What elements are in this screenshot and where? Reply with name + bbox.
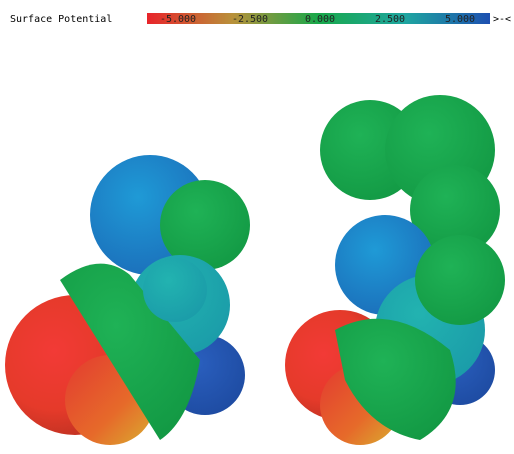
screen: Surface Potential -5.000 -2.500 0.000 2.… [0, 0, 514, 454]
legend-label: 2.500 [375, 14, 405, 25]
legend-label: -2.500 [232, 14, 268, 25]
legend-title: Surface Potential [10, 14, 112, 25]
legend-label: -5.000 [160, 14, 196, 25]
legend-label: 5.000 [445, 14, 475, 25]
molecule-right [285, 95, 505, 445]
legend: Surface Potential -5.000 -2.500 0.000 2.… [10, 13, 511, 25]
molecule-left [5, 155, 250, 445]
legend-end-symbol: >-< [493, 14, 511, 25]
legend-label: 0.000 [305, 14, 335, 25]
